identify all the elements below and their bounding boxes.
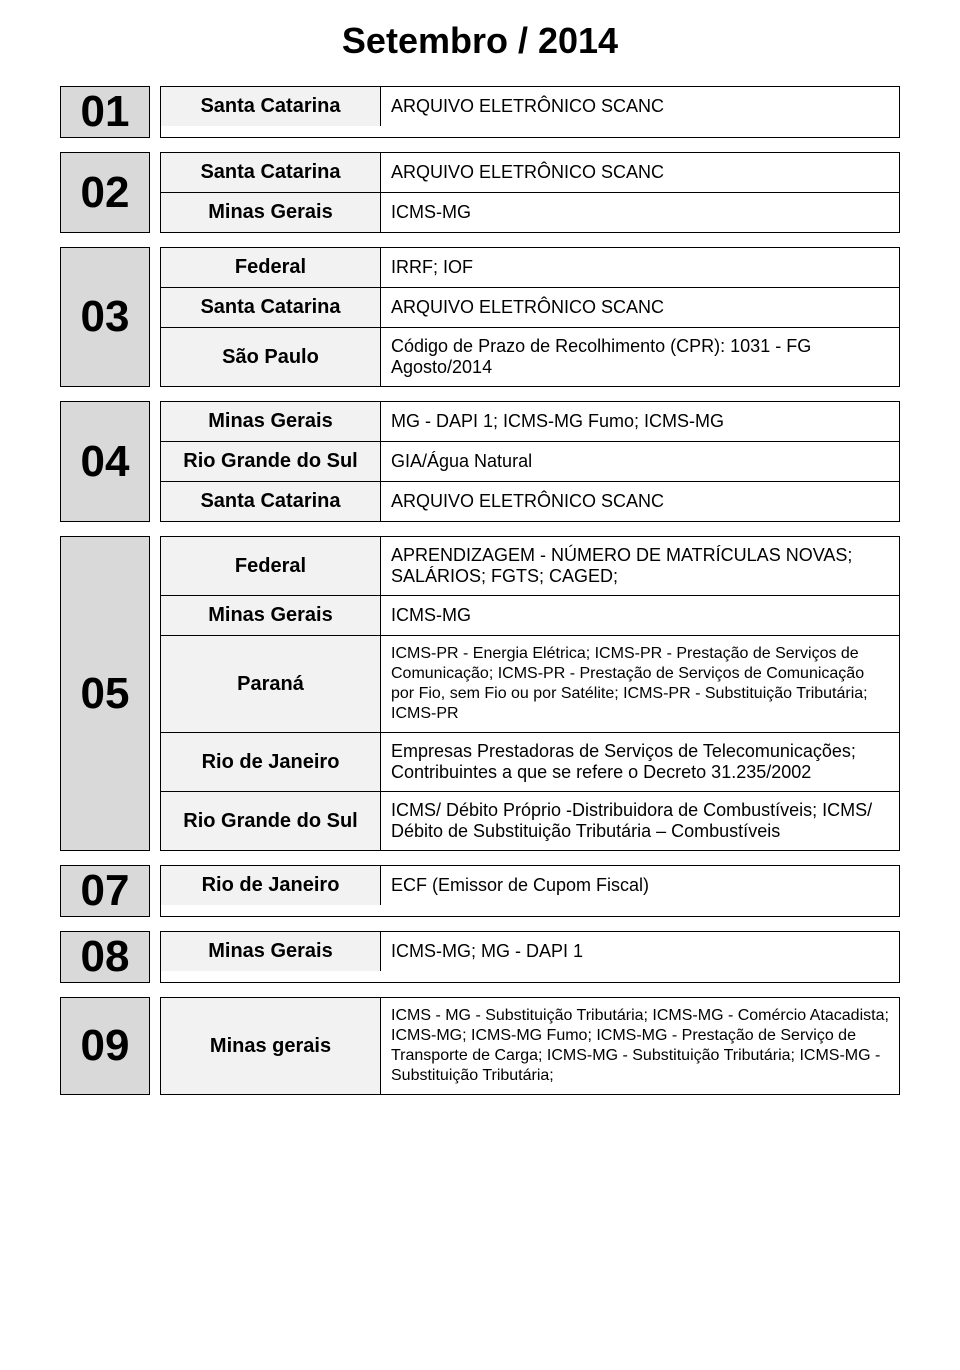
description-cell: ICMS-PR - Energia Elétrica; ICMS-PR - Pr…	[381, 636, 899, 732]
table-row: Santa CatarinaARQUIVO ELETRÔNICO SCANC	[161, 482, 899, 521]
day-block: 02Santa CatarinaARQUIVO ELETRÔNICO SCANC…	[60, 152, 900, 233]
table-row: Minas GeraisICMS-MG	[161, 596, 899, 636]
table-row: FederalIRRF; IOF	[161, 248, 899, 288]
day-number: 09	[60, 997, 150, 1095]
table-row: Minas GeraisICMS-MG; MG - DAPI 1	[161, 932, 899, 971]
table-row: FederalAPRENDIZAGEM - NÚMERO DE MATRÍCUL…	[161, 537, 899, 596]
rows-group: FederalIRRF; IOFSanta CatarinaARQUIVO EL…	[160, 247, 900, 387]
jurisdiction-cell: Minas Gerais	[161, 932, 381, 971]
description-cell: ARQUIVO ELETRÔNICO SCANC	[381, 288, 899, 327]
table-row: Santa CatarinaARQUIVO ELETRÔNICO SCANC	[161, 288, 899, 328]
day-number: 05	[60, 536, 150, 851]
rows-group: Santa CatarinaARQUIVO ELETRÔNICO SCANCMi…	[160, 152, 900, 233]
jurisdiction-cell: Federal	[161, 537, 381, 595]
description-cell: ARQUIVO ELETRÔNICO SCANC	[381, 153, 899, 192]
table-row: Rio Grande do SulICMS/ Débito Próprio -D…	[161, 792, 899, 850]
jurisdiction-cell: Santa Catarina	[161, 288, 381, 327]
table-row: Minas geraisICMS - MG - Substituição Tri…	[161, 998, 899, 1094]
jurisdiction-cell: Rio de Janeiro	[161, 733, 381, 791]
day-number: 01	[60, 86, 150, 138]
day-block: 05FederalAPRENDIZAGEM - NÚMERO DE MATRÍC…	[60, 536, 900, 851]
jurisdiction-cell: Santa Catarina	[161, 87, 381, 126]
description-cell: ICMS-MG; MG - DAPI 1	[381, 932, 899, 971]
day-number: 02	[60, 152, 150, 233]
jurisdiction-cell: Rio Grande do Sul	[161, 792, 381, 850]
table-row: São PauloCódigo de Prazo de Recolhimento…	[161, 328, 899, 386]
description-cell: ICMS-MG	[381, 193, 899, 232]
table-row: Minas GeraisMG - DAPI 1; ICMS-MG Fumo; I…	[161, 402, 899, 442]
description-cell: Código de Prazo de Recolhimento (CPR): 1…	[381, 328, 899, 386]
rows-group: Rio de JaneiroECF (Emissor de Cupom Fisc…	[160, 865, 900, 917]
table-row: ParanáICMS-PR - Energia Elétrica; ICMS-P…	[161, 636, 899, 733]
day-block: 03FederalIRRF; IOFSanta CatarinaARQUIVO …	[60, 247, 900, 387]
page-title: Setembro / 2014	[60, 20, 900, 62]
jurisdiction-cell: Paraná	[161, 636, 381, 732]
description-cell: IRRF; IOF	[381, 248, 899, 287]
rows-group: Minas GeraisICMS-MG; MG - DAPI 1	[160, 931, 900, 983]
jurisdiction-cell: Minas Gerais	[161, 596, 381, 635]
jurisdiction-cell: Minas Gerais	[161, 402, 381, 441]
day-block: 01 Santa CatarinaARQUIVO ELETRÔNICO SCANC	[60, 86, 900, 138]
description-cell: APRENDIZAGEM - NÚMERO DE MATRÍCULAS NOVA…	[381, 537, 899, 595]
description-cell: MG - DAPI 1; ICMS-MG Fumo; ICMS-MG	[381, 402, 899, 441]
jurisdiction-cell: Minas Gerais	[161, 193, 381, 232]
description-cell: ICMS/ Débito Próprio -Distribuidora de C…	[381, 792, 899, 850]
description-cell: ARQUIVO ELETRÔNICO SCANC	[381, 482, 899, 521]
description-cell: ICMS-MG	[381, 596, 899, 635]
day-block: 04 Minas GeraisMG - DAPI 1; ICMS-MG Fumo;…	[60, 401, 900, 522]
table-row: Santa CatarinaARQUIVO ELETRÔNICO SCANC	[161, 87, 899, 126]
day-number: 08	[60, 931, 150, 983]
rows-group: FederalAPRENDIZAGEM - NÚMERO DE MATRÍCUL…	[160, 536, 900, 851]
day-block: 09Minas geraisICMS - MG - Substituição T…	[60, 997, 900, 1095]
day-number: 03	[60, 247, 150, 387]
day-block: 08 Minas GeraisICMS-MG; MG - DAPI 1	[60, 931, 900, 983]
table-row: Minas GeraisICMS-MG	[161, 193, 899, 232]
jurisdiction-cell: Federal	[161, 248, 381, 287]
description-cell: ICMS - MG - Substituição Tributária; ICM…	[381, 998, 899, 1094]
jurisdiction-cell: Rio de Janeiro	[161, 866, 381, 905]
jurisdiction-cell: Santa Catarina	[161, 482, 381, 521]
table-row: Rio Grande do SulGIA/Água Natural	[161, 442, 899, 482]
table-row: Rio de JaneiroECF (Emissor de Cupom Fisc…	[161, 866, 899, 905]
rows-group: Minas GeraisMG - DAPI 1; ICMS-MG Fumo; I…	[160, 401, 900, 522]
jurisdiction-cell: Rio Grande do Sul	[161, 442, 381, 481]
description-cell: GIA/Água Natural	[381, 442, 899, 481]
jurisdiction-cell: São Paulo	[161, 328, 381, 386]
day-number: 04	[60, 401, 150, 522]
description-cell: ARQUIVO ELETRÔNICO SCANC	[381, 87, 899, 126]
day-number: 07	[60, 865, 150, 917]
day-block: 07 Rio de JaneiroECF (Emissor de Cupom Fi…	[60, 865, 900, 917]
calendar-table: 01Santa CatarinaARQUIVO ELETRÔNICO SCANC…	[60, 86, 900, 1095]
description-cell: ECF (Emissor de Cupom Fiscal)	[381, 866, 899, 905]
description-cell: Empresas Prestadoras de Serviços de Tele…	[381, 733, 899, 791]
table-row: Santa CatarinaARQUIVO ELETRÔNICO SCANC	[161, 153, 899, 193]
rows-group: Minas geraisICMS - MG - Substituição Tri…	[160, 997, 900, 1095]
jurisdiction-cell: Minas gerais	[161, 998, 381, 1094]
jurisdiction-cell: Santa Catarina	[161, 153, 381, 192]
rows-group: Santa CatarinaARQUIVO ELETRÔNICO SCANC	[160, 86, 900, 138]
table-row: Rio de JaneiroEmpresas Prestadoras de Se…	[161, 733, 899, 792]
